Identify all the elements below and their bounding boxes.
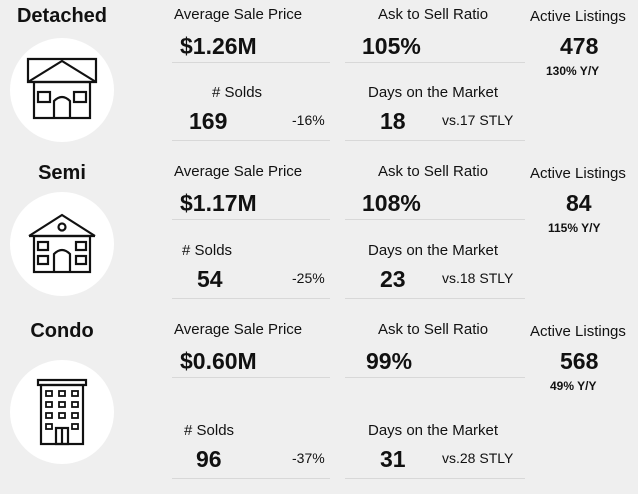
active-listings-yoy: 49% Y/Y: [550, 379, 597, 393]
divider: [345, 298, 525, 299]
dom-stly: vs.28 STLY: [442, 450, 514, 466]
avg-price-value: $1.17M: [180, 190, 257, 216]
dom-label: Days on the Market: [368, 422, 499, 439]
ask-ratio-value: 108%: [362, 190, 421, 216]
divider: [172, 62, 330, 63]
avg-price-label: Average Sale Price: [174, 321, 303, 338]
divider: [172, 298, 330, 299]
semi-section: Semi Average Sale Price $1.17M Ask to Se…: [0, 158, 638, 316]
ask-ratio-label: Ask to Sell Ratio: [378, 6, 489, 23]
solds-value: 169: [189, 108, 228, 134]
dom-stly: vs.17 STLY: [442, 112, 514, 128]
detached-house-icon: [26, 57, 98, 120]
ask-ratio-value: 99%: [366, 348, 413, 374]
avg-price-label: Average Sale Price: [174, 6, 303, 23]
dom-label: Days on the Market: [368, 242, 499, 259]
dom-stly: vs.18 STLY: [442, 270, 514, 286]
active-listings-label: Active Listings: [530, 8, 626, 25]
dom-value: 31: [380, 446, 406, 472]
property-type-title: Semi: [38, 162, 86, 184]
dom-value: 18: [380, 108, 406, 134]
avg-price-value: $0.60M: [180, 348, 257, 374]
property-type-title: Condo: [30, 320, 94, 342]
divider: [172, 478, 330, 479]
property-type-title: Detached: [16, 5, 108, 27]
icon-circle: [10, 38, 114, 142]
divider: [345, 62, 525, 63]
active-listings-yoy: 130% Y/Y: [546, 64, 600, 78]
divider: [345, 377, 525, 378]
solds-label: # Solds: [182, 242, 233, 259]
avg-price-label: Average Sale Price: [174, 163, 303, 180]
divider: [172, 140, 330, 141]
dom-label: Days on the Market: [368, 84, 499, 101]
ask-ratio-label: Ask to Sell Ratio: [378, 163, 489, 180]
avg-price-value: $1.26M: [180, 33, 257, 59]
solds-change: -37%: [292, 450, 325, 466]
ask-ratio-label: Ask to Sell Ratio: [378, 321, 489, 338]
solds-label: # Solds: [212, 84, 263, 101]
active-listings-label: Active Listings: [530, 323, 626, 340]
icon-circle: [10, 192, 114, 296]
active-listings-value: 568: [560, 348, 599, 374]
icon-circle: [10, 360, 114, 464]
divider: [172, 219, 330, 220]
ask-ratio-value: 105%: [362, 33, 421, 59]
solds-value: 96: [196, 446, 222, 472]
solds-value: 54: [197, 266, 223, 292]
divider: [345, 219, 525, 220]
condo-section: Condo Average Sale Price $0.60M Ask t: [0, 316, 638, 494]
semi-house-icon: [28, 213, 96, 274]
detached-section: Detached Average Sale Price $1.26M Ask t…: [0, 0, 638, 158]
active-listings-value: 84: [566, 190, 592, 216]
condo-building-icon: [36, 378, 88, 446]
solds-label: # Solds: [184, 422, 235, 439]
active-listings-yoy: 115% Y/Y: [548, 221, 601, 235]
solds-change: -16%: [292, 112, 325, 128]
divider: [345, 478, 525, 479]
dom-value: 23: [380, 266, 406, 292]
active-listings-label: Active Listings: [530, 165, 626, 182]
divider: [345, 140, 525, 141]
active-listings-value: 478: [560, 33, 599, 59]
divider: [172, 377, 330, 378]
solds-change: -25%: [292, 270, 325, 286]
